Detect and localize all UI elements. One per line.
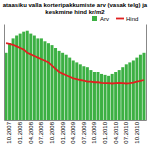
legend: Arv Hind (92, 16, 138, 22)
chart-title: keskmine hind kr/m2 (45, 9, 105, 15)
legend-swatch (92, 16, 97, 21)
legend-label: Arv (100, 16, 109, 22)
x-tick: 07.2010 (123, 120, 129, 144)
bar (12, 38, 15, 120)
line (6, 43, 144, 83)
bar (29, 34, 32, 120)
bar (118, 70, 121, 120)
bar (96, 72, 99, 120)
bar (86, 67, 89, 120)
bar (33, 36, 36, 120)
x-tick: 04.2009 (70, 120, 76, 144)
x-axis-line (5, 120, 147, 121)
x-tick-label: 10.2010 (134, 121, 140, 143)
x-tick-label: 04.2009 (70, 121, 76, 143)
y2-axis-line (146, 25, 147, 121)
bar (82, 66, 85, 120)
bar (125, 64, 128, 120)
bar (47, 43, 50, 120)
x-tick-label: 07.2009 (81, 121, 87, 143)
x-tick: 10.2009 (91, 120, 97, 144)
bar (15, 36, 18, 120)
bar (139, 55, 142, 120)
x-tick-label: 01.2010 (102, 121, 108, 143)
bar (54, 48, 57, 120)
bar (135, 58, 138, 120)
bar (142, 53, 145, 120)
x-tick: 07.2008 (38, 120, 44, 144)
bar (40, 38, 43, 120)
bar (89, 70, 92, 120)
bar (58, 51, 61, 120)
x-tick: 04.2008 (28, 120, 34, 144)
x-tick-label: 10.2008 (49, 121, 55, 143)
bar (72, 60, 75, 120)
plot-area (5, 31, 146, 120)
y-axis-line (4, 25, 5, 121)
bar (22, 32, 25, 120)
bar (128, 62, 131, 120)
bar (36, 38, 39, 120)
bar (79, 64, 82, 120)
x-tick-label: 10.2007 (6, 121, 12, 143)
x-tick-label: 10.2009 (91, 121, 97, 143)
bar (75, 62, 78, 120)
x-tick: 10.2008 (49, 120, 55, 144)
x-axis: 10.2007 01.2008 04.2008 07.2008 10.2008 01.20… (5, 120, 147, 144)
bar (132, 60, 135, 120)
bar (51, 45, 54, 120)
bar (104, 75, 107, 120)
x-tick: 07.2009 (81, 120, 87, 144)
bar (8, 43, 11, 120)
x-tick-label: 07.2010 (123, 121, 129, 143)
x-tick-label: 01.2009 (60, 121, 66, 143)
legend-swatch (116, 18, 124, 20)
bar (100, 74, 103, 120)
bar (43, 41, 46, 120)
chart: ataasiku valla korteripakkumiste arv (va… (0, 0, 150, 150)
y2-axis (146, 25, 147, 121)
bar (26, 31, 29, 120)
x-tick: 01.2008 (17, 120, 23, 144)
bar (61, 53, 64, 120)
bar (65, 55, 68, 120)
y-axis (4, 25, 5, 121)
chart-title: ataasiku valla korteripakkumiste arv (va… (3, 2, 148, 8)
bar (111, 74, 114, 120)
x-tick: 10.2007 (6, 120, 12, 144)
legend-label: Hind (126, 16, 138, 22)
x-tick-label: 07.2008 (38, 121, 44, 143)
x-tick-label: 04.2010 (113, 121, 119, 143)
x-tick: 01.2010 (102, 120, 108, 144)
x-tick-label: 04.2008 (28, 121, 34, 143)
x-tick: 01.2009 (60, 120, 66, 144)
x-tick: 10.2010 (134, 120, 140, 144)
x-tick: 04.2010 (113, 120, 119, 144)
bar (68, 58, 71, 120)
x-tick-label: 01.2008 (17, 121, 23, 143)
bar (121, 67, 124, 120)
bar (114, 72, 117, 120)
bar (93, 72, 96, 120)
